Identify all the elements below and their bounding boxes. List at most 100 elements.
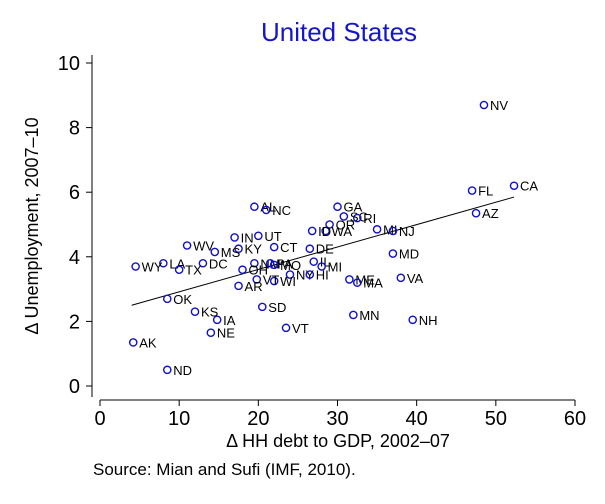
x-tick-label: 60: [564, 408, 586, 430]
point-label: PA: [276, 256, 293, 271]
point-label: WA: [332, 224, 353, 239]
data-point: [131, 262, 140, 271]
data-point: [190, 307, 200, 317]
data-point: [159, 258, 168, 268]
point-label: AR: [245, 279, 263, 294]
point-label: VA: [407, 271, 424, 286]
data-point: [234, 281, 243, 291]
data-point: [388, 226, 398, 236]
data-point: [479, 100, 489, 110]
point-label: OK: [173, 292, 192, 307]
y-tick-label: 4: [69, 247, 80, 269]
point-label: WV: [193, 238, 214, 253]
x-tick-label: 40: [406, 408, 428, 430]
data-point: [230, 233, 239, 242]
point-label: WI: [280, 274, 296, 289]
data-point: [285, 270, 295, 279]
data-point: [174, 265, 184, 275]
data-point: [269, 260, 279, 270]
point-label: VT: [263, 272, 280, 287]
data-point: [269, 276, 279, 286]
point-label: MA: [363, 276, 383, 291]
point-label: FL: [478, 184, 493, 199]
point-label: NJ: [399, 224, 415, 239]
point-label: HI: [316, 268, 329, 283]
x-tick-label: 30: [326, 408, 348, 430]
y-axis-label: Δ Unemployment, 2007–10: [22, 117, 42, 334]
point-label: NE: [217, 326, 235, 341]
point-label: VT: [292, 321, 309, 336]
point-label: SD: [268, 300, 286, 315]
point-label: NV: [490, 98, 508, 113]
x-tick-label: 50: [485, 408, 507, 430]
point-label: KS: [201, 305, 219, 320]
data-point: [349, 310, 358, 320]
y-tick-label: 10: [58, 53, 80, 75]
x-axis-label: Δ HH debt to GDP, 2002–07: [226, 431, 450, 451]
point-label: KY: [245, 242, 263, 257]
x-tick-label: 20: [247, 408, 269, 430]
y-tick-label: 6: [69, 182, 80, 204]
data-point: [388, 249, 398, 258]
x-tick-label: 0: [94, 408, 105, 430]
point-label: MI: [383, 222, 397, 237]
data-point: [128, 338, 138, 347]
data-point: [339, 212, 349, 221]
source-note: Source: Mian and Sufi (IMF, 2010).: [93, 460, 356, 479]
data-point: [408, 315, 418, 325]
axes: 0 2 4 6 8 10 0 10 20 30 40 50 60: [58, 53, 586, 430]
data-point: [252, 275, 262, 284]
x-tick-label: 10: [168, 408, 190, 430]
data-point: [206, 328, 216, 338]
data-point: [250, 258, 259, 268]
point-label: MN: [359, 308, 379, 323]
data-point: [281, 323, 291, 333]
point-label: ID: [318, 224, 331, 239]
data-point: [198, 258, 208, 268]
point-label: WY: [142, 259, 163, 274]
fit-line: [131, 196, 515, 306]
data-point: [509, 181, 519, 191]
point-label: MD: [399, 247, 419, 262]
point-label: OR: [336, 218, 356, 233]
data-point: [396, 273, 406, 283]
chart-title: United States: [261, 17, 417, 47]
point-label: IN: [241, 230, 254, 245]
point-label: NY: [296, 268, 314, 283]
point-label: UT: [264, 229, 281, 244]
data-point: [238, 265, 247, 275]
point-label: MS: [221, 245, 241, 260]
data-point: [162, 294, 172, 304]
data-point: [210, 247, 220, 257]
point-label: OH: [249, 263, 269, 278]
y-tick-label: 8: [69, 118, 80, 140]
data-point: [317, 262, 326, 271]
data-point: [212, 315, 222, 325]
data-point: [352, 213, 362, 223]
point-label: RI: [363, 211, 376, 226]
point-label: DC: [209, 256, 228, 271]
data-point: [345, 275, 354, 284]
point-label: MO: [280, 258, 301, 273]
point-label: NH: [419, 313, 438, 328]
point-label: GA: [344, 200, 363, 215]
point-label: TX: [185, 263, 202, 278]
x-ticks: 0 10 20 30 40 50 60: [94, 400, 586, 430]
data-point: [162, 365, 172, 375]
data-point: [352, 278, 362, 287]
y-tick-label: 0: [69, 376, 80, 398]
data-point: [234, 244, 243, 254]
point-label: MI: [328, 259, 342, 274]
point-label: CA: [520, 179, 538, 194]
data-point: [372, 225, 382, 234]
data-point: [265, 258, 275, 268]
data-point: [321, 226, 330, 236]
data-point: [309, 257, 319, 266]
data-point: [250, 202, 259, 212]
point-label: IL: [320, 255, 331, 270]
data-point: [305, 244, 315, 254]
point-label: NC: [272, 203, 291, 218]
